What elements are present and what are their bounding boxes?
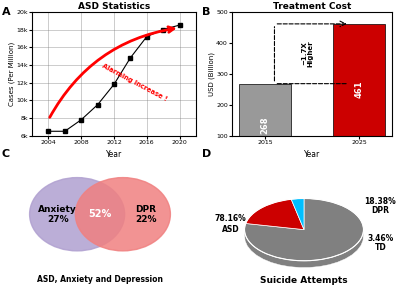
Title: ASD Statistics: ASD Statistics [78,2,150,11]
Text: Anxiety
27%: Anxiety 27% [38,204,77,224]
X-axis label: Year: Year [304,150,320,159]
Title: Treatment Cost: Treatment Cost [273,2,351,11]
Bar [239,84,291,167]
X-axis label: Year: Year [106,150,122,159]
Text: B: B [202,7,210,17]
Text: ASD, Anxiety and Depression: ASD, Anxiety and Depression [37,275,163,284]
Text: Suicide Attempts: Suicide Attempts [260,276,348,285]
Y-axis label: USD (Billion): USD (Billion) [208,52,215,96]
Text: 3.46%: 3.46% [367,234,394,242]
Text: Alarming Increase !: Alarming Increase ! [101,63,168,102]
Text: 461: 461 [354,80,364,98]
Text: 268: 268 [260,117,270,134]
Polygon shape [244,228,364,268]
Y-axis label: Cases (Per Million): Cases (Per Million) [8,42,15,106]
Text: ASD: ASD [222,225,239,234]
Text: C: C [2,149,10,159]
Text: TD: TD [374,243,386,252]
Bar [333,24,385,167]
Text: DPR
22%: DPR 22% [135,204,156,224]
Text: 78.16%: 78.16% [214,214,246,223]
Polygon shape [244,199,364,261]
Text: 18.38%: 18.38% [364,197,396,206]
Circle shape [30,178,125,251]
Text: ~1.7X
Higher: ~1.7X Higher [301,40,314,67]
Text: D: D [202,149,211,159]
Circle shape [75,178,170,251]
Text: A: A [2,7,11,17]
Polygon shape [291,199,304,230]
Polygon shape [246,199,304,230]
Text: DPR: DPR [372,206,390,215]
Text: 52%: 52% [88,209,112,219]
